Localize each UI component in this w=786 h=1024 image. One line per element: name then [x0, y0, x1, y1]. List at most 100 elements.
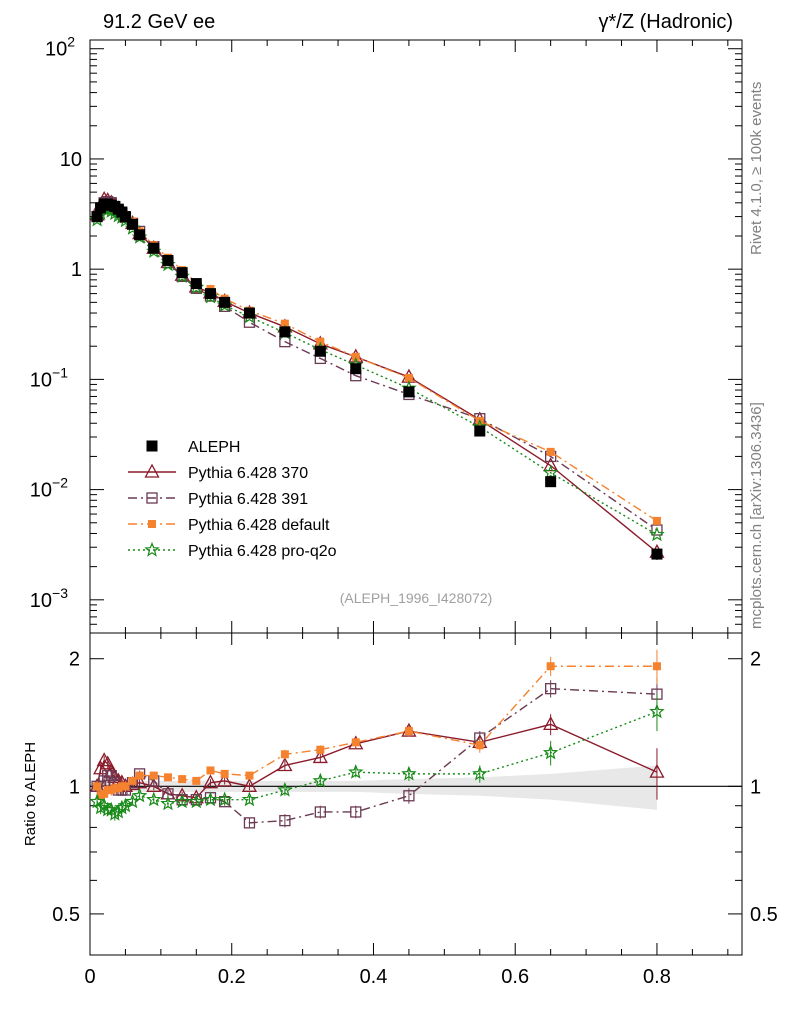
data-point-default: [163, 773, 172, 782]
y-tick-label: 10: [60, 149, 82, 171]
data-point-default: [220, 769, 229, 778]
data-point-p391: [243, 817, 256, 829]
data-point-p370: [93, 760, 109, 775]
data-point-aleph: [474, 425, 486, 437]
data-point-proq2o: [89, 793, 105, 809]
data-point-proq2o: [542, 744, 559, 760]
data-point-proq2o: [277, 781, 293, 797]
data-point-aleph: [176, 267, 188, 279]
data-point-aleph: [350, 363, 362, 375]
legend-label-aleph: ALEPH: [188, 439, 240, 456]
data-point-default: [546, 447, 555, 456]
ratio-plot-panel: 0 0.2 0.4 0.6 0.8 0.5 0.5 1 1 2 2 Ratio to ALEPH: [22, 632, 778, 988]
legend-marker-default: [148, 520, 156, 528]
data-point-p391: [545, 682, 557, 695]
data-point-aleph: [403, 386, 415, 398]
chart-title-left: 91.2 GeV ee: [103, 11, 215, 33]
data-point-p370: [277, 757, 293, 772]
data-point-p391: [403, 790, 415, 802]
data-point-proq2o: [542, 464, 559, 480]
data-point-proq2o: [174, 793, 190, 809]
ratio-y-tick-label-right: 0.5: [750, 904, 778, 926]
mcplots-label: mcplots.cern.ch [arXiv:1306.3436]: [748, 402, 765, 629]
data-point-proq2o: [649, 703, 665, 719]
legend-label-p391: Pythia 6.428 391: [188, 491, 308, 508]
data-point-default: [93, 782, 102, 791]
legend-marker-p391: [146, 492, 158, 504]
data-point-p370: [312, 749, 328, 764]
data-point-proq2o: [146, 791, 162, 807]
data-point-p391: [314, 806, 326, 818]
data-point-default: [652, 662, 661, 671]
ratio-y-tick-label: 0.5: [52, 904, 80, 926]
ratio-uncertainty-band: [97, 765, 657, 810]
series-line-proq2o: [96, 208, 658, 536]
data-point-default: [316, 745, 325, 754]
rivet-version-label: Rivet 4.1.0, ≥ 100k events: [748, 81, 765, 255]
data-point-proq2o: [649, 526, 665, 542]
data-point-proq2o: [241, 791, 258, 807]
data-point-default: [280, 750, 289, 759]
x-tick-label: 0.4: [360, 966, 388, 988]
data-point-aleph: [219, 296, 231, 308]
data-point-aleph: [243, 307, 255, 319]
x-tick-label: 0.2: [218, 966, 246, 988]
data-point-default: [135, 771, 144, 780]
data-point-aleph: [545, 476, 557, 488]
data-point-aleph: [134, 229, 146, 241]
data-point-p370: [100, 755, 116, 770]
data-point-proq2o: [472, 765, 488, 781]
data-point-proq2o: [401, 765, 417, 781]
data-point-aleph: [314, 345, 326, 357]
data-point-proq2o: [216, 791, 233, 807]
data-point-p370: [543, 457, 559, 472]
legend-label-proq2o: Pythia 6.428 pro-q2o: [188, 543, 337, 560]
data-point-p391: [105, 769, 117, 782]
main-plot-panel: 102 10 1 10−1 10−2 10−3: [30, 34, 743, 955]
data-point-aleph: [127, 218, 139, 230]
data-point-default: [652, 516, 661, 525]
series-proq2o: [89, 201, 665, 542]
series-line-p370: [96, 198, 658, 553]
data-point-p370: [543, 716, 559, 731]
legend-label-default: Pythia 6.428 default: [188, 517, 330, 534]
data-point-default: [149, 771, 158, 780]
ratio-y-axis-label: Ratio to ALEPH: [22, 742, 39, 846]
data-point-proq2o: [348, 764, 364, 779]
data-point-default: [121, 782, 130, 791]
data-point-proq2o: [312, 772, 329, 788]
legend-marker-p370: [144, 463, 160, 478]
data-point-p391: [651, 524, 663, 536]
data-point-default: [351, 738, 360, 747]
analysis-label: (ALEPH_1996_I428072): [340, 590, 493, 606]
data-point-proq2o: [188, 793, 205, 809]
data-point-aleph: [91, 211, 103, 223]
ratio-y-tick-label-right: 1: [750, 776, 761, 798]
data-point-default: [206, 766, 215, 775]
series-default: [93, 649, 661, 802]
legend-label-p370: Pythia 6.428 370: [188, 465, 308, 482]
data-point-p370: [217, 772, 233, 787]
series-default: [93, 201, 661, 525]
x-tick-label: 0: [84, 966, 95, 988]
y-tick-label: 10−1: [30, 364, 68, 391]
ratio-y-tick-label: 2: [69, 649, 80, 671]
data-point-p370: [202, 774, 219, 789]
chart-title-right: γ*/Z (Hadronic): [599, 11, 733, 33]
series-aleph: [91, 198, 663, 560]
data-point-aleph: [190, 278, 202, 290]
legend: ALEPH Pythia 6.428 370 Pythia 6.428 391 Pyt…: [128, 439, 337, 560]
ratio-frame: [89, 632, 743, 956]
legend-marker-proq2o: [144, 541, 160, 557]
data-point-proq2o: [96, 797, 112, 813]
y-tick-label: 10−2: [30, 475, 68, 502]
data-point-default: [404, 373, 413, 382]
data-point-aleph: [162, 254, 174, 266]
data-point-proq2o: [202, 791, 219, 807]
x-tick-label: 0.6: [501, 966, 529, 988]
series-p391: [91, 195, 663, 536]
data-point-proq2o: [160, 795, 176, 811]
y-tick-label: 10−3: [30, 585, 68, 612]
data-point-aleph: [148, 242, 160, 254]
